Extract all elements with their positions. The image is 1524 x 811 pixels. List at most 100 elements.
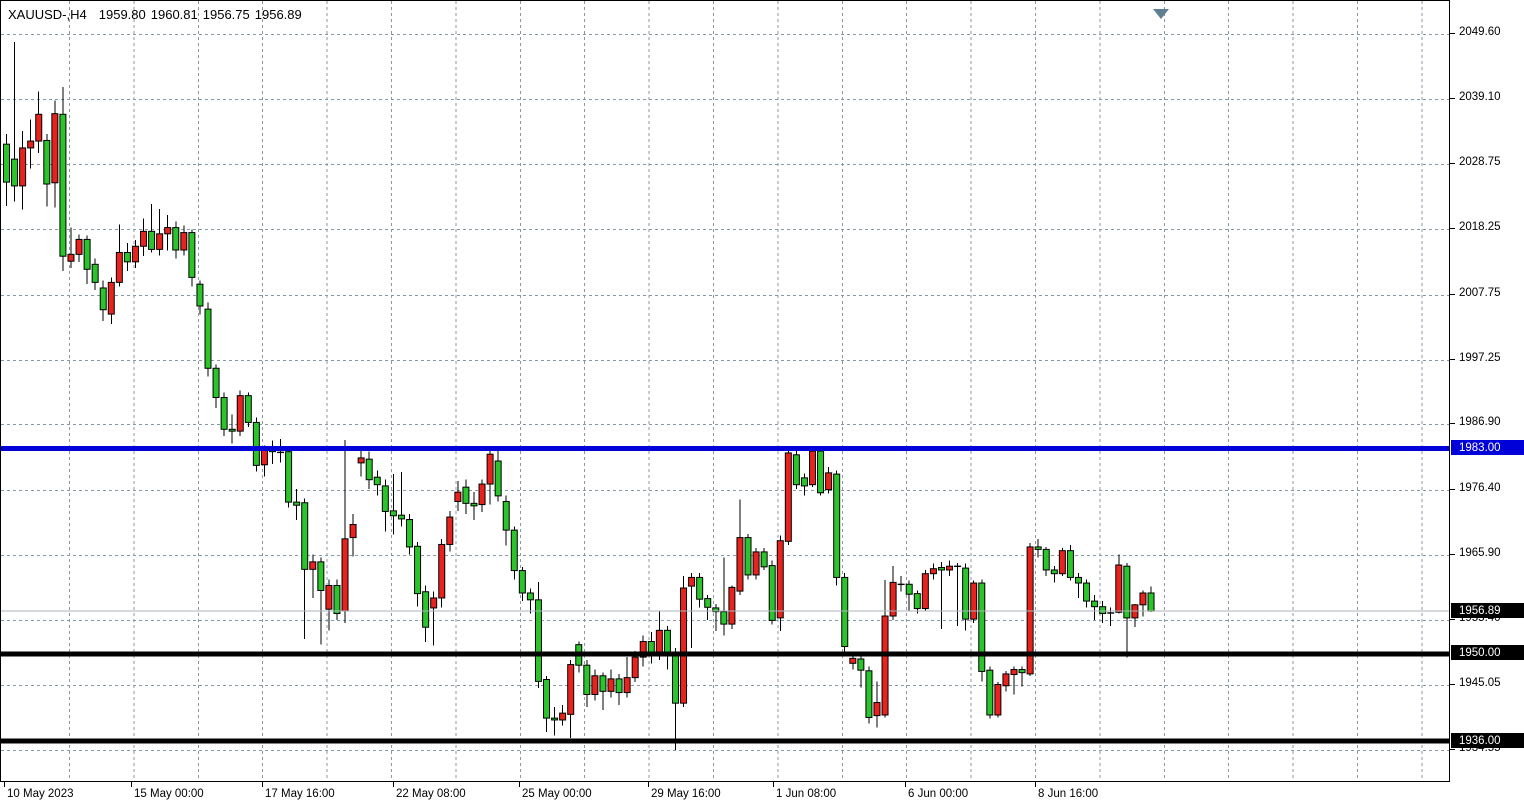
time-tick-mark <box>519 782 520 787</box>
candle-down <box>583 664 591 695</box>
candle-up <box>873 702 881 717</box>
candle-down <box>59 113 67 257</box>
candle-down <box>188 232 196 278</box>
candle-down <box>99 287 107 311</box>
time-tick-mark <box>648 782 649 787</box>
candle-down <box>220 397 228 430</box>
candlestick-chart[interactable] <box>1 1 1449 781</box>
candle-up <box>1010 669 1018 676</box>
time-tick-label: 8 Jun 16:00 <box>1038 788 1099 800</box>
candle-down <box>502 500 510 531</box>
candle-down <box>760 551 768 568</box>
candle-up <box>1002 673 1010 687</box>
candle-up <box>454 491 462 502</box>
time-tick-label: 17 May 16:00 <box>265 788 335 800</box>
time-tick-mark <box>393 782 394 787</box>
candle-up <box>35 113 43 142</box>
candle-down <box>494 460 502 497</box>
candle-down <box>599 675 607 692</box>
price-tick-label: 1976.40 <box>1459 482 1501 494</box>
candle-up <box>349 524 357 539</box>
candle-up <box>728 586 736 625</box>
candle-down <box>148 230 156 250</box>
candle-down <box>252 421 260 466</box>
candle-down <box>1091 600 1099 608</box>
candle-down <box>1018 669 1026 674</box>
candle-down <box>3 143 10 183</box>
candle-down <box>704 598 712 608</box>
price-tick-mark <box>1450 33 1455 34</box>
price-tick-mark <box>1450 294 1455 295</box>
candle-up <box>776 540 784 619</box>
candle-up <box>67 253 75 262</box>
close-value: 1956.89 <box>254 7 302 22</box>
price-tick-label: 1986.90 <box>1459 416 1501 428</box>
candle-up <box>567 664 575 715</box>
time-tick-label: 22 May 08:00 <box>396 788 466 800</box>
candle-down <box>1066 550 1074 578</box>
price-axis[interactable]: 2049.60 2039.10 2028.75 2018.25 2007.75 1997.… <box>1450 0 1524 782</box>
price-tick-mark <box>1450 423 1455 424</box>
candle-up <box>825 472 833 491</box>
candle-down <box>744 537 752 576</box>
candle-up <box>994 683 1002 716</box>
candle-down <box>381 485 389 512</box>
candle-up <box>921 573 929 610</box>
price-tick-mark <box>1450 163 1455 164</box>
candle-down <box>978 582 986 672</box>
candle-doji <box>1107 612 1115 614</box>
candle-down <box>293 501 301 506</box>
time-tick-label: 10 May 2023 <box>7 788 74 800</box>
candle-up <box>680 587 688 704</box>
candle-down <box>1083 582 1091 602</box>
candle-up <box>655 629 663 655</box>
candle-down <box>1034 546 1042 550</box>
candle-doji <box>277 451 285 454</box>
candle-up <box>881 615 889 716</box>
candle-down <box>373 476 381 486</box>
candle-up <box>430 597 438 609</box>
candle-down <box>937 566 945 571</box>
low-value: 1956.75 <box>202 7 250 22</box>
candle-down <box>986 669 994 716</box>
candle-up <box>341 538 349 612</box>
time-axis[interactable]: 10 May 2023 15 May 00:00 17 May 16:00 22 Ma… <box>0 782 1450 811</box>
candle-down <box>1147 592 1155 612</box>
candle-down <box>865 670 873 718</box>
time-tick-mark <box>131 782 132 787</box>
candle-down <box>228 428 236 432</box>
candle-up <box>107 281 115 315</box>
candle-up <box>559 712 567 721</box>
candle-down <box>204 308 212 369</box>
candle-down <box>800 477 808 487</box>
candle-down <box>833 473 841 578</box>
price-tick-mark <box>1450 489 1455 490</box>
candle-up <box>357 457 365 464</box>
candle-down <box>470 502 478 507</box>
candle-up <box>889 581 897 617</box>
chart-plot-area[interactable]: XAUUSD-,H4 1959.80 1960.81 1956.75 1956.89 <box>0 0 1450 782</box>
candle-down <box>913 593 921 610</box>
candle-up <box>75 238 83 255</box>
candle-down <box>768 565 776 621</box>
price-tag: 1950.00 <box>1451 645 1524 660</box>
chart-shift-marker-icon[interactable] <box>1153 9 1169 19</box>
candle-down <box>1099 606 1107 615</box>
candle-up <box>115 251 123 283</box>
time-tick-mark <box>262 782 263 787</box>
price-tick-label: 1997.25 <box>1459 352 1501 364</box>
candle-up <box>19 147 27 187</box>
candle-up <box>438 543 446 599</box>
price-tick-label: 1945.05 <box>1459 677 1501 689</box>
candle-up <box>1139 592 1147 606</box>
price-tick-label: 2007.75 <box>1459 287 1501 299</box>
candle-down <box>551 717 559 721</box>
candle-up <box>236 395 244 432</box>
candle-down <box>663 629 671 654</box>
candle-down <box>1042 548 1050 571</box>
candle-down <box>83 238 91 270</box>
candle-down <box>720 611 728 625</box>
candle-up <box>446 516 454 545</box>
price-tick-label: 2018.25 <box>1459 221 1501 233</box>
candle-down <box>857 658 865 671</box>
